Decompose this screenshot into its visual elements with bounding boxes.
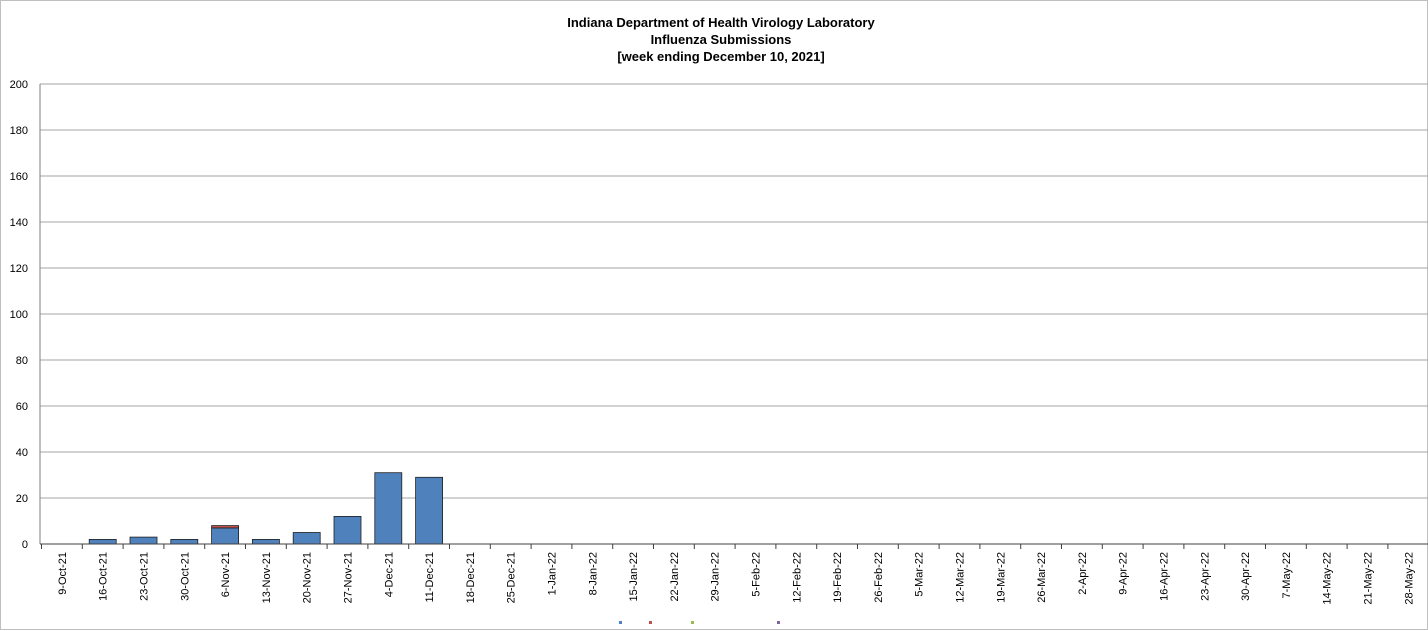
x-tick-label: 30-Oct-21: [179, 552, 191, 601]
x-tick-label: 12-Mar-22: [955, 552, 967, 603]
x-tick-label: 5-Mar-22: [914, 552, 926, 597]
chart-title: Indiana Department of Health Virology La…: [567, 15, 875, 64]
y-axis-ticks: 0 20 40 60 80 100 120 140 160 180 200: [10, 79, 28, 551]
x-tick-label: 15-Jan-22: [628, 552, 640, 602]
bar-13-Nov-21-series-1: [251, 539, 280, 545]
y-tick-label: 120: [10, 263, 28, 275]
x-tick-label: 20-Nov-21: [302, 552, 314, 603]
bar-16-Oct-21-series-1: [88, 539, 117, 545]
bar-23-Oct-21-series-1: [129, 536, 158, 545]
axes: [39, 84, 1428, 549]
x-tick-label: 22-Jan-22: [669, 552, 681, 602]
x-tick-label: 16-Apr-22: [1159, 552, 1171, 601]
x-tick-label: 19-Feb-22: [832, 552, 844, 603]
bar-30-Oct-21-series-1: [170, 539, 199, 545]
x-tick-label: 8-Jan-22: [587, 552, 599, 595]
x-axis-ticks: 9-Oct-21 16-Oct-21 23-Oct-21 30-Oct-21 6-Nov…: [57, 552, 1415, 605]
x-tick-label: 2-Apr-22: [1077, 552, 1089, 595]
y-tick-label: 160: [10, 171, 28, 183]
x-tick-label: 25-Dec-21: [506, 552, 518, 603]
x-tick-label: 30-Apr-22: [1240, 552, 1252, 601]
x-tick-label: 18-Dec-21: [465, 552, 477, 603]
y-tick-label: 140: [10, 217, 28, 229]
x-tick-label: 12-Feb-22: [791, 552, 803, 603]
x-tick-label: 11-Dec-21: [424, 552, 436, 603]
title-line-2: Influenza Submissions: [651, 32, 792, 47]
y-tick-label: 0: [22, 539, 28, 551]
x-tick-label: 13-Nov-21: [261, 552, 273, 603]
legend-swatch-1: [619, 621, 622, 624]
legend-swatch-3: [691, 621, 694, 624]
x-tick-label: 16-Oct-21: [98, 552, 110, 601]
x-tick-label: 5-Feb-22: [751, 552, 763, 597]
y-tick-label: 200: [10, 79, 28, 91]
x-tick-label: 9-Oct-21: [57, 552, 69, 595]
legend-swatch-2: [649, 621, 652, 624]
x-tick-label: 1-Jan-22: [547, 552, 559, 595]
y-tick-label: 20: [16, 493, 28, 505]
x-tick-label: 21-May-22: [1363, 552, 1375, 605]
x-tick-label: 4-Dec-21: [383, 552, 395, 597]
bar-4-Dec-21-series-1: [374, 472, 403, 545]
x-tick-label: 23-Oct-21: [139, 552, 151, 601]
x-tick-label: 6-Nov-21: [220, 552, 232, 597]
x-tick-label: 7-May-22: [1281, 552, 1293, 598]
legend: [619, 621, 780, 624]
gridlines: [40, 83, 1428, 499]
y-tick-label: 60: [16, 401, 28, 413]
bar-6-Nov-21-series-1: [211, 527, 240, 545]
x-tick-label: 29-Jan-22: [710, 552, 722, 602]
y-tick-label: 180: [10, 125, 28, 137]
y-tick-label: 80: [16, 355, 28, 367]
y-tick-label: 40: [16, 447, 28, 459]
x-tick-label: 28-May-22: [1403, 552, 1415, 605]
title-line-1: Indiana Department of Health Virology La…: [567, 15, 875, 30]
title-line-3: [week ending December 10, 2021]: [617, 49, 824, 64]
x-tick-label: 23-Apr-22: [1199, 552, 1211, 601]
bars: [88, 472, 444, 545]
bar-27-Nov-21-series-1: [333, 516, 362, 545]
y-tick-label: 100: [10, 309, 28, 321]
x-tick-label: 14-May-22: [1322, 552, 1334, 605]
x-tick-label: 26-Feb-22: [873, 552, 885, 603]
x-tick-label: 9-Apr-22: [1118, 552, 1130, 595]
x-tick-label: 26-Mar-22: [1036, 552, 1048, 603]
x-tick-label: 27-Nov-21: [343, 552, 355, 603]
bar-6-Nov-21-series-2: [211, 525, 240, 529]
legend-swatch-4: [777, 621, 780, 624]
bar-11-Dec-21-series-1: [415, 476, 444, 545]
x-tick-label: 19-Mar-22: [995, 552, 1007, 603]
bar-20-Nov-21-series-1: [292, 532, 321, 545]
